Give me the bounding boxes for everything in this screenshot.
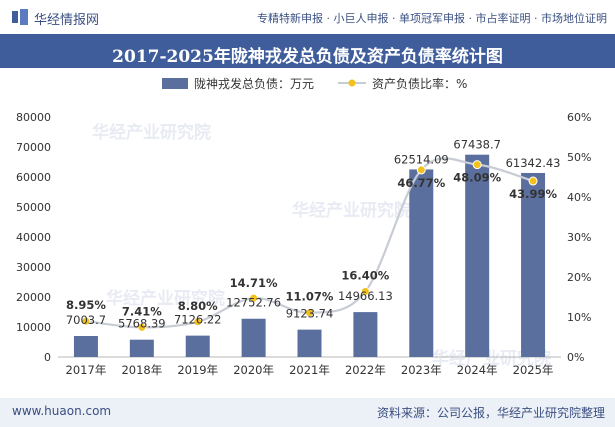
legend: 陇神戎发总负债：万元 资产负债比率：% xyxy=(162,76,467,91)
bar-value-label: 61342.43 xyxy=(506,156,561,170)
y-left-tick-label: 70000 xyxy=(16,141,51,154)
watermark-text: 华经产业研究院 xyxy=(106,288,225,309)
y-left-tick-label: 10000 xyxy=(16,321,51,334)
bar-value-label: 9123.74 xyxy=(286,307,334,321)
x-tick-label: 2022年 xyxy=(345,363,386,377)
chart-title: 2017-2025年陇神戎发总负债及资产负债率统计图 xyxy=(112,47,503,67)
ratio-value-label: 46.77% xyxy=(397,176,445,190)
ratio-marker xyxy=(137,322,147,332)
y-right-tick-label: 10% xyxy=(567,311,591,324)
ratio-value-label: 7.41% xyxy=(122,304,162,318)
brand-name[interactable]: 华经情报网 xyxy=(34,13,100,28)
y-left-tick-label: 30000 xyxy=(16,261,51,274)
ratio-value-label: 8.95% xyxy=(66,298,106,312)
ratio-value-label: 48.09% xyxy=(453,171,501,185)
ratio-marker xyxy=(249,293,259,303)
bar-series xyxy=(73,154,546,357)
bar xyxy=(297,329,322,357)
bar xyxy=(185,335,210,357)
watermark-text: 华经产业研究院 xyxy=(92,122,211,143)
legend-bar-swatch xyxy=(162,78,188,89)
y-left-tick-label: 20000 xyxy=(16,291,51,304)
bar-value-label: 14966.13 xyxy=(338,289,393,303)
x-tick-label: 2020年 xyxy=(233,363,274,377)
ratio-line xyxy=(85,157,534,329)
service-links[interactable]: 专精特新申报 · 小巨人申报 · 单项冠军申报 · 市占率证明 · 市场地位证明 xyxy=(257,12,607,25)
legend-line-marker xyxy=(348,79,356,87)
y-right-tick-label: 30% xyxy=(567,231,591,244)
ratio-marker xyxy=(81,316,91,326)
y-left-tick-label: 0 xyxy=(44,351,51,364)
data-labels: 7003.7 5768.39 7126.22 12752.76 9123.74 14966… xyxy=(66,138,561,331)
y-right-tick-label: 40% xyxy=(567,191,591,204)
ratio-value-label: 14.71% xyxy=(230,276,278,290)
x-tick-label: 2025年 xyxy=(513,363,554,377)
bar-value-label: 67438.7 xyxy=(453,138,501,152)
bar xyxy=(129,339,154,357)
y-left-tick-label: 40000 xyxy=(16,231,51,244)
footer-bar xyxy=(0,398,615,427)
y-right-tick-label: 0% xyxy=(567,351,584,364)
x-tick-label: 2019年 xyxy=(177,363,218,377)
ratio-marker xyxy=(472,160,482,170)
chart-plot: 华经产业研究院华经产业研究院华经产业研究院华经产业研究院 陇神戎发总负债：万元资… xyxy=(16,76,591,377)
ratio-marker xyxy=(305,308,314,318)
x-tick-label: 2021年 xyxy=(289,363,330,377)
y-right-tick-label: 50% xyxy=(567,151,591,164)
footer-url[interactable]: www.huaon.com xyxy=(12,404,112,418)
top-bar: 华经情报网 专精特新申报 · 小巨人申报 · 单项冠军申报 · 市占率证明 · … xyxy=(0,0,615,34)
bar xyxy=(73,335,98,357)
y-left-tick-label: 50000 xyxy=(16,201,51,214)
bar xyxy=(241,318,266,357)
ratio-marker xyxy=(193,317,203,327)
y-right-tick-label: 20% xyxy=(567,271,591,284)
watermark-text: 华经产业研究院 xyxy=(292,200,411,221)
ratio-value-label: 16.40% xyxy=(341,268,389,282)
ratio-marker xyxy=(360,286,370,296)
bar-value-label: 62514.09 xyxy=(394,152,449,166)
line-series xyxy=(81,157,538,332)
bar-value-label: 5768.39 xyxy=(118,317,166,331)
x-tick-label: 2018年 xyxy=(121,363,162,377)
bar xyxy=(353,312,378,357)
legend-line-label: 资产负债比率：% xyxy=(372,76,467,91)
bar-value-label: 7003.7 xyxy=(66,313,106,327)
ratio-marker xyxy=(528,176,538,186)
huajing-logo-icon xyxy=(12,9,28,25)
y-right-tick-label: 60% xyxy=(567,111,591,124)
legend-bar-label: 陇神戎发总负债：万元 xyxy=(194,76,314,91)
bar xyxy=(521,172,546,357)
x-tick-label: 2023年 xyxy=(401,363,442,377)
ratio-marker xyxy=(416,165,426,175)
bar-value-label: 12752.76 xyxy=(226,296,281,310)
ratio-value-label: 11.07% xyxy=(286,290,334,304)
x-tick-label: 2017年 xyxy=(66,363,107,377)
y-left-tick-label: 60000 xyxy=(16,171,51,184)
title-bar xyxy=(0,34,615,68)
footer-source: 资料来源：公司公报，华经产业研究院整理 xyxy=(376,406,605,420)
bar xyxy=(409,169,434,357)
y-left-tick-label: 80000 xyxy=(16,111,51,124)
bar-value-label: 7126.22 xyxy=(174,313,222,327)
ratio-value-label: 43.99% xyxy=(509,187,557,201)
ratio-value-label: 8.80% xyxy=(178,299,218,313)
x-tick-label: 2024年 xyxy=(457,363,498,377)
bar xyxy=(465,154,490,357)
